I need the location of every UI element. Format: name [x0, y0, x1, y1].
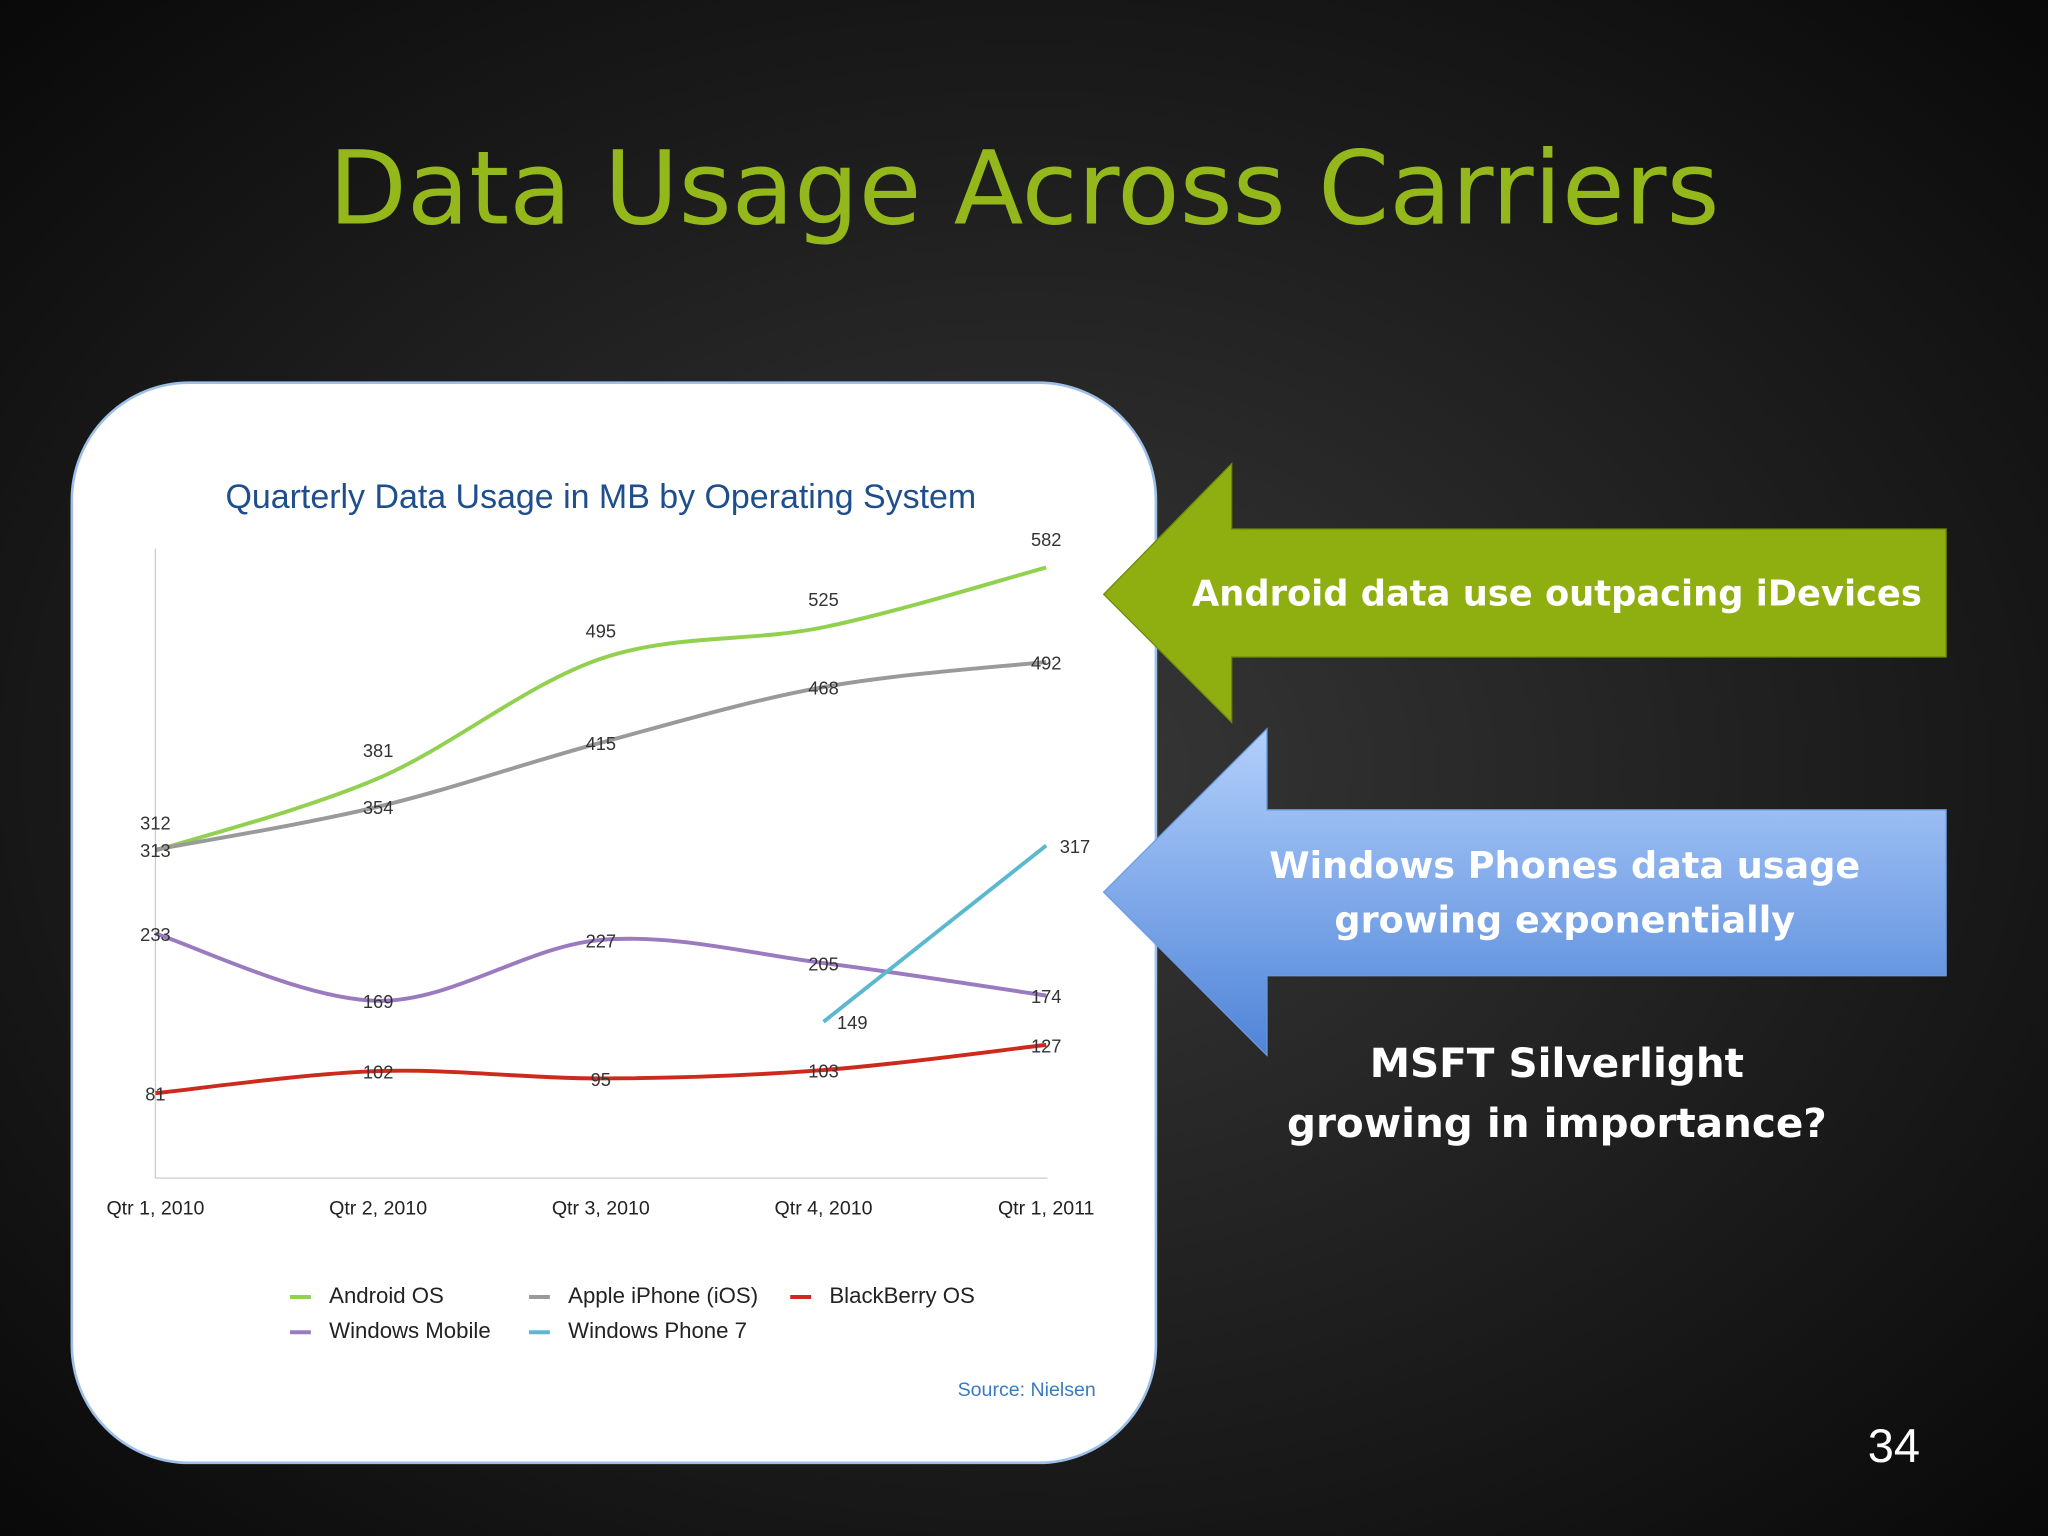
legend-label: Windows Phone 7: [568, 1318, 747, 1343]
data-label: 492: [1031, 652, 1061, 673]
data-label: 233: [140, 924, 170, 945]
series-line: [155, 659, 1047, 852]
blue-arrow: [1102, 727, 1947, 1057]
data-label: 103: [808, 1060, 838, 1081]
data-label: 495: [586, 620, 616, 641]
data-label: 525: [808, 589, 838, 610]
legend-label: Apple iPhone (iOS): [568, 1283, 758, 1308]
note-text: MSFT Silverlight: [1370, 1039, 1744, 1087]
page-number: 34: [1868, 1419, 1920, 1472]
series-line: [154, 565, 1047, 853]
series-line: [154, 931, 1047, 1003]
x-tick-label: Qtr 2, 2010: [329, 1198, 427, 1220]
legend-label: Windows Mobile: [329, 1318, 491, 1343]
data-label: 205: [808, 953, 838, 974]
slide-title: Data Usage Across Carriers: [328, 130, 1719, 249]
x-tick-label: Qtr 4, 2010: [775, 1198, 873, 1220]
callout-text: Android data use outpacing iDevices: [1192, 574, 1922, 615]
legend-label: BlackBerry OS: [829, 1283, 975, 1308]
source: Source: Nielsen: [958, 1379, 1096, 1401]
data-label: 313: [140, 840, 170, 861]
note-text: growing in importance?: [1287, 1099, 1827, 1147]
callout-text: Windows Phones data usage: [1269, 844, 1860, 887]
chart-title: Quarterly Data Usage in MB by Operating …: [225, 478, 976, 516]
data-label: 174: [1031, 986, 1061, 1007]
x-tick-label: Qtr 1, 2010: [106, 1198, 204, 1220]
data-label: 169: [363, 991, 393, 1012]
data-label: 227: [586, 930, 616, 951]
data-label: 468: [808, 678, 838, 699]
data-label: 415: [586, 733, 616, 754]
data-label: 127: [1031, 1035, 1061, 1056]
data-label: 81: [145, 1084, 165, 1105]
data-label: 381: [363, 740, 393, 761]
x-tick-label: Qtr 3, 2010: [552, 1198, 650, 1220]
x-tick-label: Qtr 1, 2011: [998, 1198, 1095, 1220]
data-label: 149: [837, 1012, 867, 1033]
data-label: 95: [591, 1069, 611, 1090]
legend-label: Android OS: [329, 1283, 444, 1308]
series-line: [822, 843, 1048, 1024]
data-label: 102: [363, 1062, 393, 1083]
data-label: 582: [1031, 529, 1061, 550]
data-label: 312: [140, 812, 170, 833]
callout-text: growing exponentially: [1334, 899, 1795, 942]
series-line: [155, 1042, 1047, 1096]
green-arrow: [1102, 462, 1947, 724]
data-label: 354: [363, 797, 393, 818]
data-label: 317: [1060, 836, 1090, 857]
